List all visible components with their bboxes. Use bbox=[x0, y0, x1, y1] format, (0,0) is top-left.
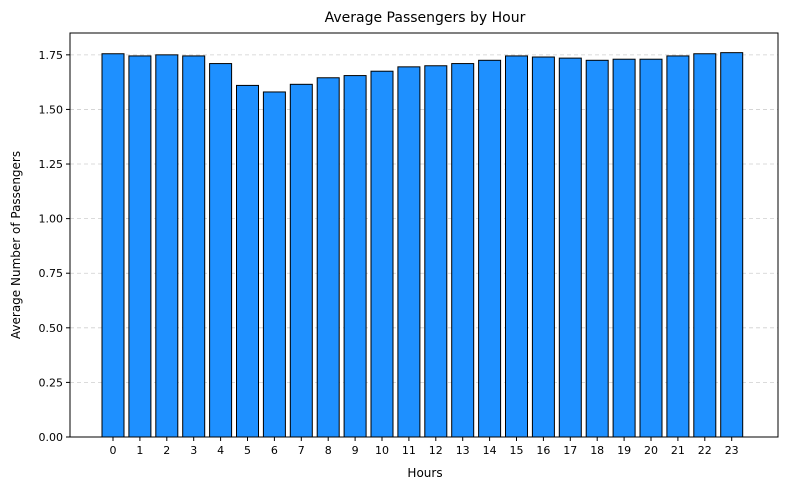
x-tick-label: 22 bbox=[698, 444, 712, 457]
bar-hour-19 bbox=[612, 58, 636, 438]
bar-hour-18 bbox=[585, 59, 609, 438]
y-axis-label: Average Number of Passengers bbox=[9, 151, 23, 339]
bar-hour-23 bbox=[720, 52, 744, 438]
x-tick-label: 10 bbox=[375, 444, 389, 457]
y-tick-label: 1.75 bbox=[39, 49, 64, 62]
bar-hour-17 bbox=[558, 57, 582, 438]
x-tick-label: 21 bbox=[671, 444, 685, 457]
bar-hour-10 bbox=[370, 70, 394, 438]
plot-frame bbox=[69, 32, 779, 438]
y-tick-label: 1.25 bbox=[39, 158, 64, 171]
bar-hour-21 bbox=[666, 55, 690, 438]
bar-hour-9 bbox=[343, 75, 367, 438]
x-axis-label: Hours bbox=[407, 466, 442, 480]
bar-hour-8 bbox=[316, 77, 340, 438]
x-tick-label: 12 bbox=[429, 444, 443, 457]
bar-hour-16 bbox=[531, 56, 555, 438]
x-tick-label: 8 bbox=[325, 444, 332, 457]
bar-hour-5 bbox=[236, 84, 259, 438]
bars-group bbox=[101, 52, 744, 438]
y-tick-label: 1.00 bbox=[39, 213, 64, 226]
bar-hour-0 bbox=[101, 53, 125, 438]
bar-hour-2 bbox=[155, 54, 179, 438]
x-tick-label: 16 bbox=[536, 444, 550, 457]
bar-hour-4 bbox=[209, 63, 233, 438]
x-tick-label: 3 bbox=[190, 444, 197, 457]
x-tick-label: 7 bbox=[298, 444, 305, 457]
y-tick-label: 0.25 bbox=[39, 376, 64, 389]
bar-hour-3 bbox=[182, 55, 206, 438]
bar-hour-6 bbox=[262, 91, 286, 438]
y-axis: 0.00 0.25 0.50 0.75 1.00 1.25 1.50 1.75 bbox=[39, 49, 70, 444]
bar-hour-22 bbox=[693, 53, 717, 438]
x-tick-label: 14 bbox=[483, 444, 497, 457]
x-tick-label: 4 bbox=[217, 444, 224, 457]
chart-title: Average Passengers by Hour bbox=[325, 10, 526, 26]
y-tick-label: 0.75 bbox=[39, 267, 64, 280]
y-tick-label: 0.00 bbox=[39, 431, 64, 444]
bar-hour-1 bbox=[128, 55, 152, 438]
x-tick-label: 5 bbox=[244, 444, 251, 457]
x-axis: 0 1 2 3 4 5 6 7 8 9 10 11 12 13 14 15 16 17 18 19 20 21 22 23 bbox=[110, 437, 739, 457]
bar-hour-15 bbox=[505, 55, 528, 438]
x-tick-label: 20 bbox=[644, 444, 658, 457]
x-tick-label: 1 bbox=[136, 444, 143, 457]
y-tick-label: 0.50 bbox=[39, 322, 64, 335]
x-tick-label: 23 bbox=[725, 444, 739, 457]
x-tick-label: 2 bbox=[163, 444, 170, 457]
y-tick-label: 1.50 bbox=[39, 103, 64, 116]
x-tick-label: 6 bbox=[271, 444, 278, 457]
x-tick-label: 17 bbox=[563, 444, 577, 457]
x-tick-label: 11 bbox=[402, 444, 416, 457]
x-tick-label: 19 bbox=[617, 444, 631, 457]
bar-hour-13 bbox=[451, 63, 475, 438]
x-tick-label: 0 bbox=[110, 444, 117, 457]
x-tick-label: 13 bbox=[456, 444, 470, 457]
bar-hour-20 bbox=[639, 58, 663, 438]
x-tick-label: 18 bbox=[590, 444, 604, 457]
bar-hour-12 bbox=[424, 65, 448, 438]
x-tick-label: 9 bbox=[352, 444, 359, 457]
bar-hour-14 bbox=[478, 59, 502, 438]
bar-hour-7 bbox=[289, 83, 313, 438]
bar-hour-11 bbox=[397, 66, 421, 438]
x-tick-label: 15 bbox=[510, 444, 524, 457]
